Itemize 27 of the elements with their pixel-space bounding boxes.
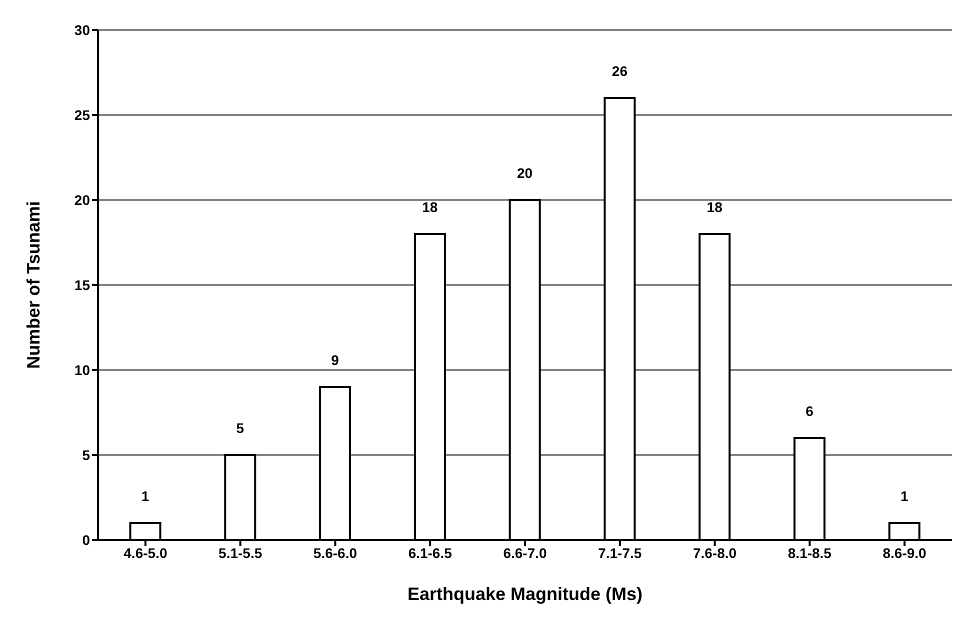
x-tick-label: 7.6-8.0 xyxy=(692,544,737,561)
y-tick-label: 25 xyxy=(74,106,90,123)
x-tick-label: 8.6-9.0 xyxy=(882,544,927,561)
data-label: 18 xyxy=(422,199,438,215)
x-tick-label: 7.1-7.5 xyxy=(598,544,642,561)
data-label: 26 xyxy=(612,63,628,79)
x-tick-label: 5.1-5.5 xyxy=(218,544,262,561)
data-label: 1 xyxy=(900,488,908,504)
x-axis-title: Earthquake Magnitude (Ms) xyxy=(407,584,643,604)
data-label: 18 xyxy=(706,199,723,215)
x-tick-label: 6.6-7.0 xyxy=(503,544,548,561)
y-tick-label: 20 xyxy=(74,192,90,208)
data-label: 20 xyxy=(517,165,533,181)
y-axis-title: Number of Tsunami xyxy=(23,201,44,369)
y-tick-label: 5 xyxy=(82,446,90,463)
data-label: 1 xyxy=(141,488,150,504)
y-tick-label: 30 xyxy=(74,22,90,38)
x-tick-label: 5.6-6.0 xyxy=(313,544,358,561)
x-tick-label: 6.1-6.5 xyxy=(408,544,452,561)
x-tick-label: 4.6-5.0 xyxy=(124,544,168,561)
y-tick-label: 10 xyxy=(74,362,90,378)
y-tick-label: 0 xyxy=(82,532,90,548)
x-tick-label: 8.1-8.5 xyxy=(788,544,832,561)
data-label: 9 xyxy=(331,352,340,368)
data-label: 5 xyxy=(236,420,244,436)
y-tick-label: 15 xyxy=(74,276,90,293)
data-label: 6 xyxy=(806,403,814,419)
